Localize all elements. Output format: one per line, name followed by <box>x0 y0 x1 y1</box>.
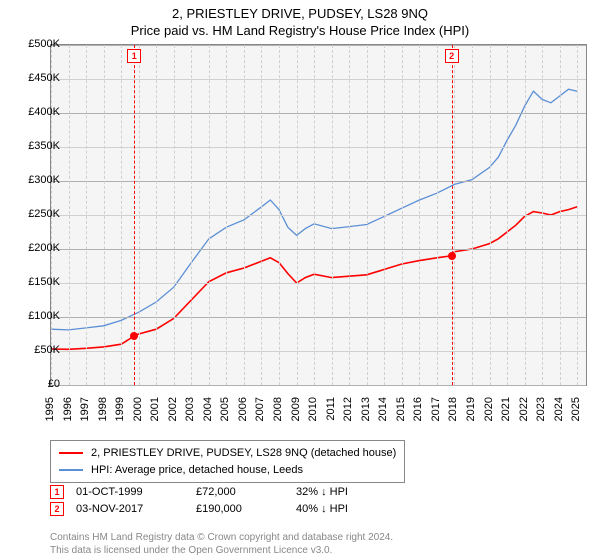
legend-label-blue: HPI: Average price, detached house, Leed… <box>91 462 303 479</box>
sale-row: 2 03-NOV-2017£190,00040% ↓ HPI <box>50 501 348 518</box>
x-tick-label: 2004 <box>202 397 214 427</box>
x-tick-label: 2015 <box>395 397 407 427</box>
x-tick-label: 2007 <box>254 397 266 427</box>
sale-point <box>130 332 138 340</box>
x-tick-label: 2020 <box>483 397 495 427</box>
legend-label-red: 2, PRIESTLEY DRIVE, PUDSEY, LS28 9NQ (de… <box>91 445 396 462</box>
x-tick-label: 1995 <box>44 397 56 427</box>
sale-marker-box: 2 <box>445 49 459 63</box>
legend-row-red: 2, PRIESTLEY DRIVE, PUDSEY, LS28 9NQ (de… <box>59 445 396 462</box>
x-tick-label: 2016 <box>412 397 424 427</box>
title-line1: 2, PRIESTLEY DRIVE, PUDSEY, LS28 9NQ <box>0 6 600 23</box>
x-tick-label: 1999 <box>114 397 126 427</box>
chart-legend: 2, PRIESTLEY DRIVE, PUDSEY, LS28 9NQ (de… <box>50 440 405 483</box>
x-tick-label: 2000 <box>132 397 144 427</box>
chart-title: 2, PRIESTLEY DRIVE, PUDSEY, LS28 9NQ Pri… <box>0 0 600 40</box>
x-tick-label: 2003 <box>184 397 196 427</box>
footer-line1: Contains HM Land Registry data © Crown c… <box>50 532 393 545</box>
y-tick-label: £100K <box>12 310 60 322</box>
y-tick-label: £250K <box>12 208 60 220</box>
x-tick-label: 2005 <box>219 397 231 427</box>
sales-table: 1 01-OCT-1999£72,00032% ↓ HPI 2 03-NOV-2017… <box>50 484 348 517</box>
sale-row-marker: 1 <box>50 485 64 499</box>
x-tick-label: 1996 <box>62 397 74 427</box>
legend-row-blue: HPI: Average price, detached house, Leed… <box>59 462 396 479</box>
x-tick-label: 2013 <box>360 397 372 427</box>
y-tick-label: £200K <box>12 242 60 254</box>
x-tick-label: 2022 <box>518 397 530 427</box>
legend-swatch-blue <box>59 469 83 471</box>
y-tick-label: £500K <box>12 38 60 50</box>
footer-attribution: Contains HM Land Registry data © Crown c… <box>50 532 393 557</box>
x-tick-label: 1997 <box>79 397 91 427</box>
sale-row-date: 03-NOV-2017 <box>76 501 196 518</box>
y-tick-label: £50K <box>12 344 60 356</box>
sale-point <box>448 252 456 260</box>
y-tick-label: £400K <box>12 106 60 118</box>
sale-vline <box>452 45 453 385</box>
x-tick-label: 2001 <box>149 397 161 427</box>
x-tick-label: 2008 <box>272 397 284 427</box>
x-tick-label: 2017 <box>430 397 442 427</box>
x-tick-label: 2002 <box>167 397 179 427</box>
x-tick-label: 2019 <box>465 397 477 427</box>
x-tick-label: 2018 <box>447 397 459 427</box>
sale-row-marker: 2 <box>50 502 64 516</box>
sale-row-pct: 32% ↓ HPI <box>296 486 348 498</box>
sale-row-pct: 40% ↓ HPI <box>296 503 348 515</box>
y-tick-label: £450K <box>12 72 60 84</box>
x-tick-label: 2012 <box>342 397 354 427</box>
sale-row: 1 01-OCT-1999£72,00032% ↓ HPI <box>50 484 348 501</box>
x-tick-label: 2009 <box>290 397 302 427</box>
footer-line2: This data is licensed under the Open Gov… <box>50 545 393 558</box>
y-tick-label: £350K <box>12 140 60 152</box>
sale-row-date: 01-OCT-1999 <box>76 484 196 501</box>
x-tick-label: 1998 <box>97 397 109 427</box>
x-tick-label: 2024 <box>553 397 565 427</box>
y-tick-label: £0 <box>12 378 60 390</box>
sale-row-price: £72,000 <box>196 484 296 501</box>
x-tick-label: 2023 <box>535 397 547 427</box>
x-tick-label: 2021 <box>500 397 512 427</box>
sale-row-price: £190,000 <box>196 501 296 518</box>
sale-marker-box: 1 <box>127 49 141 63</box>
y-tick-label: £300K <box>12 174 60 186</box>
x-tick-label: 2006 <box>237 397 249 427</box>
title-line2: Price paid vs. HM Land Registry's House … <box>0 23 600 40</box>
chart-plot-area: 12 <box>50 44 587 386</box>
legend-swatch-red <box>59 452 83 454</box>
x-tick-label: 2025 <box>570 397 582 427</box>
y-tick-label: £150K <box>12 276 60 288</box>
x-tick-label: 2011 <box>325 397 337 427</box>
x-tick-label: 2014 <box>377 397 389 427</box>
x-tick-label: 2010 <box>307 397 319 427</box>
